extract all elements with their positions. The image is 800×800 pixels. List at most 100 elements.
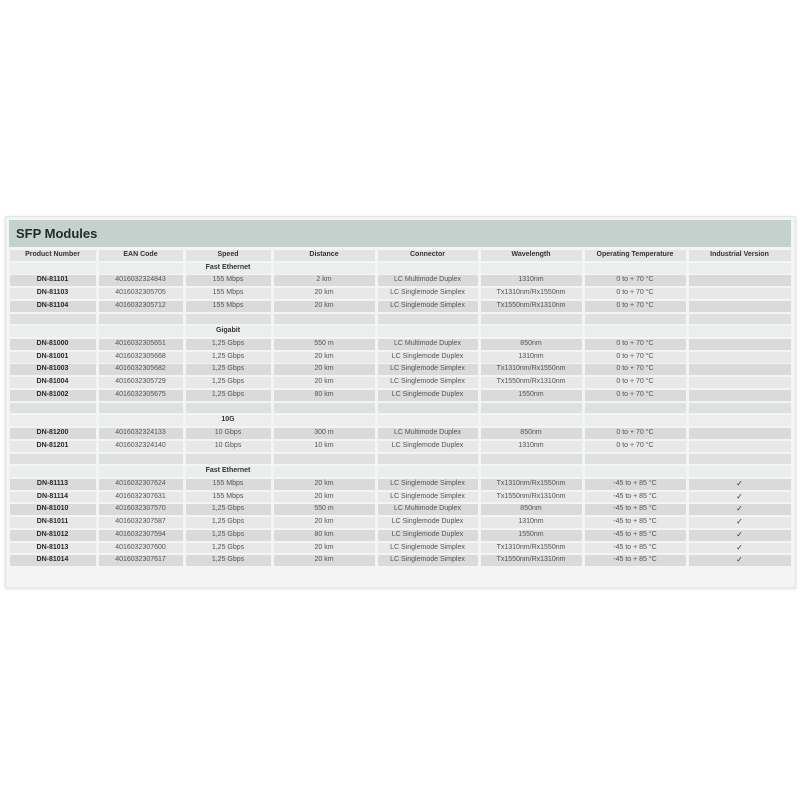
cell-operating-temperature: 0 to + 70 °C xyxy=(584,351,686,363)
cell-product-number: DN-81010 xyxy=(9,504,96,516)
group-label: Gigabit xyxy=(185,326,271,338)
empty-cell xyxy=(584,326,686,338)
cell-product-number: DN-81101 xyxy=(9,275,96,287)
empty-cell xyxy=(688,466,791,478)
empty-cell xyxy=(98,262,183,274)
cell-connector: LC Singlemode Duplex xyxy=(377,440,478,452)
empty-cell xyxy=(584,415,686,427)
cell-connector: LC Singlemode Duplex xyxy=(377,351,478,363)
cell-operating-temperature: -45 to + 85 °C xyxy=(584,529,686,541)
empty-cell xyxy=(688,402,791,414)
cell-wavelength: Tx1310nm/Rx1550nm xyxy=(480,542,582,554)
cell-speed: 1,25 Gbps xyxy=(185,529,271,541)
cell-ean-code: 4016032305705 xyxy=(98,288,183,299)
table-row: DN-81101 4016032324843 155 Mbps 2 km LC Mult… xyxy=(8,274,793,287)
table-row: DN-81010 4016032307570 1,25 Gbps 550 m LC Mu… xyxy=(8,503,793,516)
cell-speed: 155 Mbps xyxy=(185,300,271,312)
cell-product-number: DN-81103 xyxy=(9,288,96,299)
cell-connector: LC Multimode Duplex xyxy=(377,428,478,439)
cell-distance: 80 km xyxy=(273,389,375,401)
cell-distance: 20 km xyxy=(273,517,375,528)
cell-ean-code: 4016032307570 xyxy=(98,504,183,516)
col-header-connector: Connector xyxy=(377,250,478,261)
cell-industrial-version xyxy=(688,377,791,388)
cell-operating-temperature: 0 to + 70 °C xyxy=(584,288,686,299)
col-header-industrial-version: Industrial Version xyxy=(688,250,791,261)
checkmark-icon: ✓ xyxy=(688,555,791,567)
cell-ean-code: 4016032305729 xyxy=(98,377,183,388)
cell-operating-temperature: -45 to + 85 °C xyxy=(584,555,686,567)
cell-distance: 20 km xyxy=(273,555,375,567)
cell-distance: 20 km xyxy=(273,364,375,376)
cell-speed: 10 Gbps xyxy=(185,440,271,452)
cell-ean-code: 4016032305682 xyxy=(98,364,183,376)
empty-cell xyxy=(584,313,686,325)
empty-cell xyxy=(480,326,582,338)
cell-industrial-version xyxy=(688,428,791,439)
cell-distance: 20 km xyxy=(273,542,375,554)
group-label: Fast Ethernet xyxy=(185,262,271,274)
cell-ean-code: 4016032307624 xyxy=(98,478,183,490)
empty-cell xyxy=(584,262,686,274)
col-header-distance: Distance xyxy=(273,250,375,261)
cell-wavelength: Tx1550nm/Rx1310nm xyxy=(480,555,582,567)
group-header-row: 10G xyxy=(8,414,793,427)
cell-industrial-version xyxy=(688,364,791,376)
cell-product-number: DN-81113 xyxy=(9,478,96,490)
cell-wavelength: 850nm xyxy=(480,339,582,350)
empty-cell xyxy=(688,313,791,325)
table-row: DN-81003 4016032305682 1,25 Gbps 20 km LC Si… xyxy=(8,363,793,376)
cell-product-number: DN-81114 xyxy=(9,491,96,503)
empty-cell xyxy=(9,326,96,338)
spacer-row xyxy=(8,402,793,415)
cell-product-number: DN-81013 xyxy=(9,542,96,554)
panel-title: SFP Modules xyxy=(16,226,98,241)
cell-wavelength: Tx1550nm/Rx1310nm xyxy=(480,377,582,388)
table-row: DN-81000 4016032305651 1,25 Gbps 550 m LC Mu… xyxy=(8,338,793,351)
cell-distance: 20 km xyxy=(273,478,375,490)
cell-product-number: DN-81003 xyxy=(9,364,96,376)
table-row: DN-81013 4016032307600 1,25 Gbps 20 km LC Si… xyxy=(8,542,793,555)
checkmark-icon: ✓ xyxy=(688,504,791,516)
cell-product-number: DN-81002 xyxy=(9,389,96,401)
cell-product-number: DN-81014 xyxy=(9,555,96,567)
cell-distance: 20 km xyxy=(273,300,375,312)
header-row: Product Number EAN Code Speed Distance C… xyxy=(8,249,793,262)
cell-speed: 155 Mbps xyxy=(185,491,271,503)
empty-cell xyxy=(98,326,183,338)
table-row: DN-81011 4016032307587 1,25 Gbps 20 km LC Si… xyxy=(8,516,793,529)
empty-cell xyxy=(9,402,96,414)
cell-industrial-version xyxy=(688,339,791,350)
empty-cell xyxy=(98,453,183,465)
table-row: DN-81201 4016032324140 10 Gbps 10 km LC Sing… xyxy=(8,440,793,453)
cell-ean-code: 4016032307600 xyxy=(98,542,183,554)
empty-cell xyxy=(377,466,478,478)
cell-wavelength: 1310nm xyxy=(480,440,582,452)
sfp-modules-panel: SFP Modules Product Number EAN Code Spee… xyxy=(5,216,796,588)
group-label: Fast Ethernet xyxy=(185,466,271,478)
empty-cell xyxy=(688,453,791,465)
table-row: DN-81200 4016032324133 10 Gbps 300 m LC Mult… xyxy=(8,427,793,440)
cell-operating-temperature: 0 to + 70 °C xyxy=(584,300,686,312)
cell-connector: LC Singlemode Simplex xyxy=(377,364,478,376)
cell-ean-code: 4016032324133 xyxy=(98,428,183,439)
cell-ean-code: 4016032307594 xyxy=(98,529,183,541)
empty-cell xyxy=(273,313,375,325)
group-header-row: Fast Ethernet xyxy=(8,465,793,478)
cell-connector: LC Singlemode Simplex xyxy=(377,478,478,490)
cell-speed: 1,25 Gbps xyxy=(185,364,271,376)
empty-cell xyxy=(688,326,791,338)
cell-wavelength: 1550nm xyxy=(480,529,582,541)
empty-cell xyxy=(273,326,375,338)
cell-operating-temperature: 0 to + 70 °C xyxy=(584,440,686,452)
table-row: DN-81004 4016032305729 1,25 Gbps 20 km LC Si… xyxy=(8,376,793,389)
cell-wavelength: Tx1310nm/Rx1550nm xyxy=(480,288,582,299)
table-row: DN-81104 4016032305712 155 Mbps 20 km LC Sin… xyxy=(8,300,793,313)
cell-distance: 20 km xyxy=(273,491,375,503)
cell-speed: 1,25 Gbps xyxy=(185,351,271,363)
cell-wavelength: 1310nm xyxy=(480,275,582,287)
cell-ean-code: 4016032305675 xyxy=(98,389,183,401)
checkmark-icon: ✓ xyxy=(688,491,791,503)
cell-product-number: DN-81012 xyxy=(9,529,96,541)
empty-cell xyxy=(584,402,686,414)
